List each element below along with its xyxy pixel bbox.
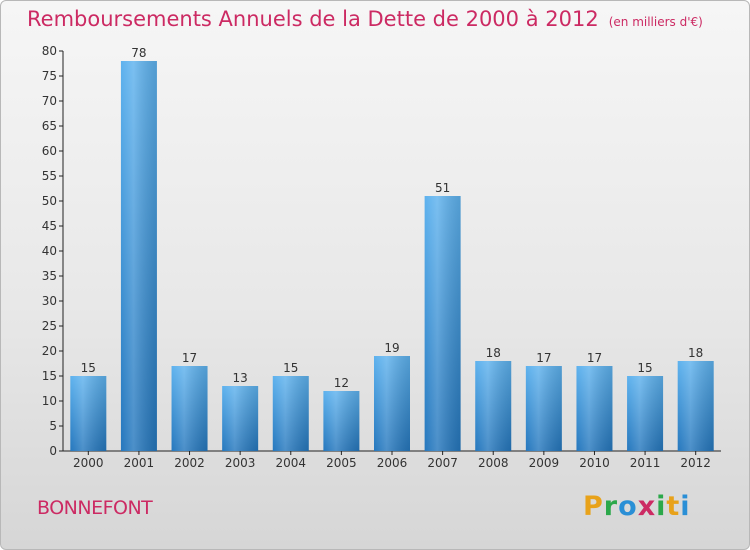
y-tick-label: 75 — [42, 69, 57, 83]
logo-letter: t — [666, 491, 681, 522]
bar-shade — [171, 366, 208, 451]
logo-letter: x — [637, 491, 657, 522]
data-label: 12 — [334, 376, 349, 390]
y-tick-label: 50 — [42, 194, 57, 208]
x-tick-label: 2001 — [124, 456, 155, 470]
y-tick-label: 30 — [42, 294, 57, 308]
x-tick-label: 2003 — [225, 456, 256, 470]
x-tick-label: 2012 — [680, 456, 711, 470]
y-tick-label: 35 — [42, 269, 57, 283]
bar-shade — [70, 376, 107, 451]
y-tick-label: 25 — [42, 319, 57, 333]
logo-letter: i — [656, 491, 667, 522]
bar-shade — [374, 356, 410, 451]
x-tick-label: 2002 — [174, 456, 205, 470]
x-tick-label: 2010 — [579, 456, 610, 470]
x-tick-label: 2000 — [73, 456, 104, 470]
logo-letter: i — [680, 491, 691, 522]
bar-shade — [475, 361, 512, 451]
y-tick-label: 20 — [42, 344, 57, 358]
proxiti-logo: Proxiti — [583, 491, 691, 522]
data-label: 18 — [486, 346, 501, 360]
logo-letter: r — [603, 491, 619, 522]
x-tick-label: 2009 — [529, 456, 560, 470]
chart-title: Remboursements Annuels de la Dette de 20… — [27, 7, 703, 31]
x-tick-label: 2007 — [427, 456, 458, 470]
x-tick-label: 2006 — [377, 456, 408, 470]
commune-name: BONNEFONT — [37, 497, 153, 519]
title-unit: (en milliers d'€) — [608, 15, 703, 29]
bar-shade — [576, 366, 613, 451]
title-text: Remboursements Annuels de la Dette de 20… — [27, 7, 599, 31]
logo-letter: P — [583, 491, 604, 522]
data-label: 15 — [283, 361, 298, 375]
bar-shade — [222, 386, 259, 451]
y-tick-label: 10 — [42, 394, 57, 408]
data-label: 17 — [182, 351, 197, 365]
bar-shade — [323, 391, 360, 451]
bar-shade — [272, 376, 309, 451]
bar-shade — [525, 366, 562, 451]
data-label: 13 — [233, 371, 248, 385]
axes: 0 5 10 15 20 25 30 35 40 45 50 55 60 65 70 75 80 2000 2001… — [42, 44, 721, 470]
y-tick-label: 70 — [42, 94, 57, 108]
x-tick-label: 2005 — [326, 456, 357, 470]
y-tick-label: 40 — [42, 244, 57, 258]
data-label: 78 — [131, 46, 146, 60]
y-tick-label: 60 — [42, 144, 57, 158]
y-tick-label: 65 — [42, 119, 57, 133]
data-label: 51 — [435, 181, 450, 195]
bar-shade — [627, 376, 664, 451]
logo-letter: o — [618, 491, 638, 522]
bar-shade — [677, 361, 714, 451]
x-tick-label: 2004 — [275, 456, 306, 470]
bar-shade — [424, 196, 461, 451]
data-label: 15 — [81, 361, 96, 375]
bars: 15 78 17 13 15 12 19 51 18 17 17 15 18 — [70, 46, 714, 451]
y-tick-label: 5 — [49, 419, 57, 433]
data-label: 17 — [536, 351, 551, 365]
y-tick-label: 15 — [42, 369, 57, 383]
data-label: 18 — [688, 346, 703, 360]
bar-shade — [120, 61, 157, 451]
y-tick-label: 45 — [42, 219, 57, 233]
y-tick-label: 55 — [42, 169, 57, 183]
y-tick-label: 80 — [42, 44, 57, 58]
y-tick-label: 0 — [49, 444, 57, 458]
data-label: 17 — [587, 351, 602, 365]
data-label: 19 — [384, 341, 399, 355]
data-label: 15 — [637, 361, 652, 375]
x-tick-label: 2011 — [630, 456, 661, 470]
x-tick-label: 2008 — [478, 456, 509, 470]
